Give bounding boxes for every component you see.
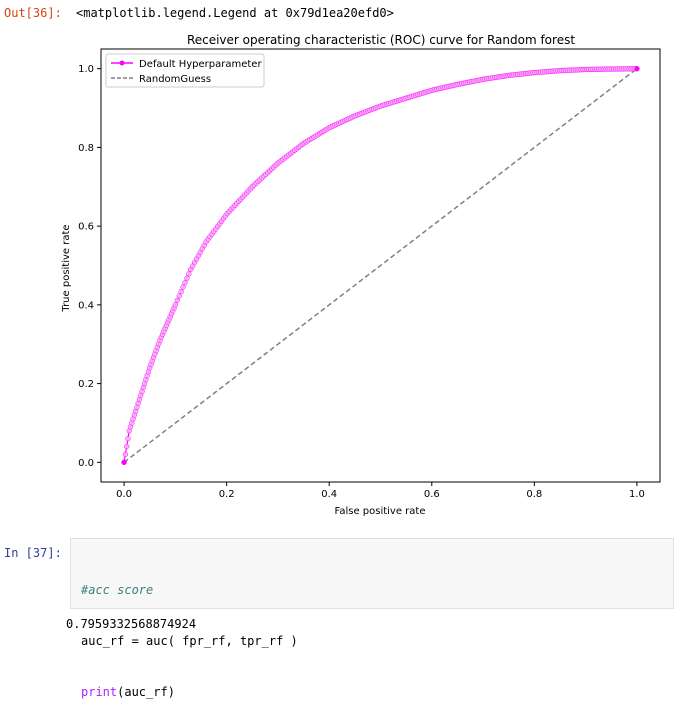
y-tick-label: 0.4 [78,300,94,311]
x-axis-label: False positive rate [335,506,426,517]
roc-point [174,297,180,304]
x-tick-label: 0.0 [116,489,132,500]
roc-point [186,271,192,277]
roc-point [123,443,130,450]
legend-random-label: RandomGuess [139,74,211,85]
y-tick-label: 0.0 [78,458,94,469]
roc-point [125,436,131,442]
random-guess-line [123,68,638,463]
roc-point [122,451,129,458]
code-print-args: (auc_rf) [117,685,175,699]
plot-frame [100,48,661,483]
x-tick-label: 0.6 [424,489,440,500]
x-tick-label: 1.0 [629,489,645,500]
y-axis-label: True positive rate [61,224,72,312]
legend: Default Hyperparameter RandomGuess [105,53,265,88]
input-prompt: In [37]: [4,546,62,560]
code-print-builtin: print [81,685,118,699]
roc-point [178,288,184,295]
y-tick-label: 0.6 [78,222,94,233]
x-tick-label: 0.8 [526,489,542,500]
cell-output: 0.7959332568874924 [66,617,197,631]
x-tick-label: 0.4 [321,489,337,500]
legend-roc-label: Default Hyperparameter [139,59,262,70]
y-tick-label: 0.2 [78,379,94,390]
code-editor[interactable]: #acc score auc_rf = auc( fpr_rf, tpr_rf … [70,538,674,699]
roc-point [172,302,179,308]
x-tick-label: 0.2 [219,489,235,500]
code-line-auc: auc_rf = auc( fpr_rf, tpr_rf ) [81,634,298,648]
roc-point [180,284,186,290]
roc-chart: Receiver operating characteristic (ROC) … [61,33,661,517]
legend-roc-marker [119,60,125,66]
roc-endpoint [121,459,127,465]
roc-point [182,280,188,286]
y-tick-label: 0.8 [78,143,94,154]
roc-endpoint [634,66,640,72]
roc-point [184,275,190,281]
output-prompt: Out[36]: [4,6,62,20]
roc-point [176,293,182,299]
code-comment: #acc score [81,583,154,597]
y-tick-label: 1.0 [78,64,94,75]
output-text: <matplotlib.legend.Legend at 0x79d1ea20e… [76,6,394,20]
chart-title: Receiver operating characteristic (ROC) … [187,33,575,47]
